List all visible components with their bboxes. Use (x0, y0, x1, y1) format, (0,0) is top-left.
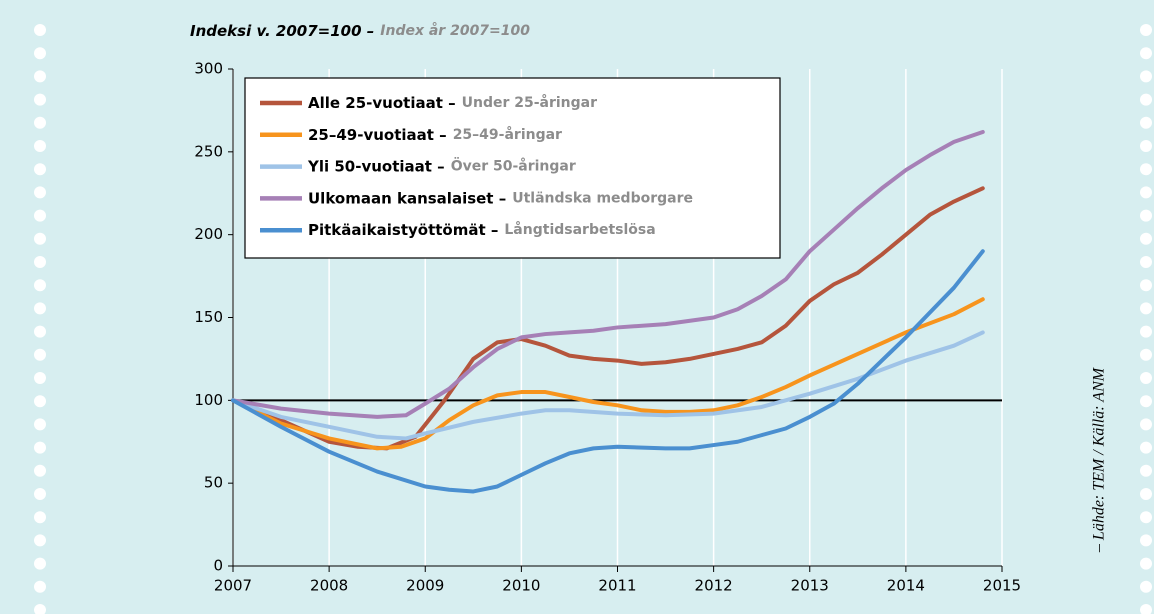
legend-entry: Alle 25-vuotiaat – Under 25-åringar (308, 94, 597, 112)
edge-dot (1140, 534, 1152, 547)
legend-name: Yli 50-vuotiaat – (307, 157, 445, 175)
edge-dot (34, 24, 46, 36)
legend-entry: Pitkäaikaistyöttömät – Långtidsarbetslösa (308, 221, 656, 239)
edge-dot (1140, 604, 1152, 614)
edge-dot (34, 116, 46, 129)
x-tick-label: 2010 (502, 577, 540, 595)
edge-dot (1140, 325, 1152, 338)
chart-subtitle: Index år 2007=100 (380, 22, 530, 39)
edge-dot (1140, 464, 1152, 477)
legend-name-sv: Långtidsarbetslösa (504, 221, 655, 238)
edge-dot (1140, 348, 1152, 361)
series-line (231, 330, 985, 441)
series-line (231, 186, 985, 451)
legend-name: Alle 25-vuotiaat – (308, 94, 456, 112)
edge-dot (34, 47, 46, 60)
edge-dot (1140, 209, 1152, 222)
edge-dot (1140, 256, 1152, 268)
edge-dot (34, 256, 46, 268)
edge-dot (1140, 116, 1152, 129)
edge-dot (34, 604, 46, 614)
legend-name-sv: Utländska medborgare (512, 190, 693, 206)
series-line (231, 297, 985, 451)
series-line (231, 129, 985, 419)
legend-entry: 25–49-vuotiaat – 25–49-åringar (308, 125, 562, 143)
edge-dot (34, 348, 46, 361)
edge-dot (1140, 140, 1152, 152)
edge-dot (34, 395, 46, 408)
x-tick-label: 2009 (406, 577, 444, 595)
edge-dot (34, 534, 46, 547)
edge-dot (1140, 418, 1152, 431)
edge-dot (34, 209, 46, 222)
edge-dot (34, 464, 46, 477)
edge-dot (34, 557, 46, 570)
y-tick-label: 0 (213, 557, 223, 575)
edge-dot (34, 232, 46, 245)
edge-dot (1140, 93, 1152, 106)
x-tick-label: 2015 (983, 577, 1021, 595)
edge-dot (34, 372, 46, 384)
edge-dot (1140, 511, 1152, 524)
edge-dot (1140, 441, 1152, 454)
edge-dot (1140, 186, 1152, 199)
chart-title: Indeksi v. 2007=100 – (190, 22, 374, 40)
x-tick-label: 2013 (791, 577, 829, 595)
edge-dot (1140, 70, 1152, 83)
edge-dot (1140, 279, 1152, 292)
edge-dot (34, 441, 46, 454)
edge-dot (34, 302, 46, 315)
edge-dot (34, 511, 46, 524)
edge-dot (34, 325, 46, 338)
edge-dot (34, 418, 46, 431)
edge-dot (1140, 580, 1152, 593)
legend-entry: Ulkomaan kansalaiset – Utländska medborga… (308, 189, 693, 207)
y-tick-label: 200 (194, 225, 223, 243)
edge-dot (1140, 163, 1152, 176)
x-tick-label: 2014 (887, 577, 925, 595)
source: – Lähde: TEM / Källä: ANM (1091, 366, 1108, 553)
edge-dot (34, 93, 46, 106)
edge-dot (34, 163, 46, 176)
edge-dot (34, 279, 46, 292)
legend-name: Ulkomaan kansalaiset – (308, 189, 506, 207)
edge-dot (1140, 302, 1152, 315)
edge-dot (1140, 395, 1152, 408)
legend-entry: Yli 50-vuotiaat – Över 50-åringar (307, 157, 576, 176)
y-tick-label: 300 (194, 60, 223, 78)
edge-dot (34, 70, 46, 83)
chart-title-line: Indeksi v. 2007=100 – Index år 2007=100 (190, 22, 530, 40)
y-tick-label: 50 (204, 474, 223, 492)
legend-box (244, 77, 781, 259)
x-tick-label: 2008 (310, 577, 348, 595)
x-tick-label: 2012 (695, 577, 733, 595)
legend-name: Pitkäaikaistyöttömät – (308, 221, 498, 239)
edge-dot (1140, 47, 1152, 60)
series-line (231, 249, 985, 494)
edge-dot (34, 140, 46, 152)
legend-name: 25–49-vuotiaat – (308, 125, 447, 143)
x-tick-label: 2011 (598, 577, 636, 595)
edge-dot (1140, 24, 1152, 36)
y-tick-label: 250 (194, 142, 223, 160)
legend-name-sv: 25–49-åringar (453, 126, 562, 143)
y-tick-label: 100 (194, 391, 223, 409)
edge-dot (1140, 488, 1152, 500)
edge-dot (1140, 232, 1152, 245)
x-tick-label: 2007 (214, 577, 252, 595)
edge-dot (34, 186, 46, 199)
edge-dot (34, 488, 46, 500)
y-tick-label: 150 (194, 308, 223, 326)
legend-name-sv: Över 50-åringar (451, 157, 576, 175)
edge-dot (1140, 557, 1152, 570)
edge-dot (34, 580, 46, 593)
edge-dot (1140, 372, 1152, 384)
legend-name-sv: Under 25-åringar (462, 94, 598, 111)
